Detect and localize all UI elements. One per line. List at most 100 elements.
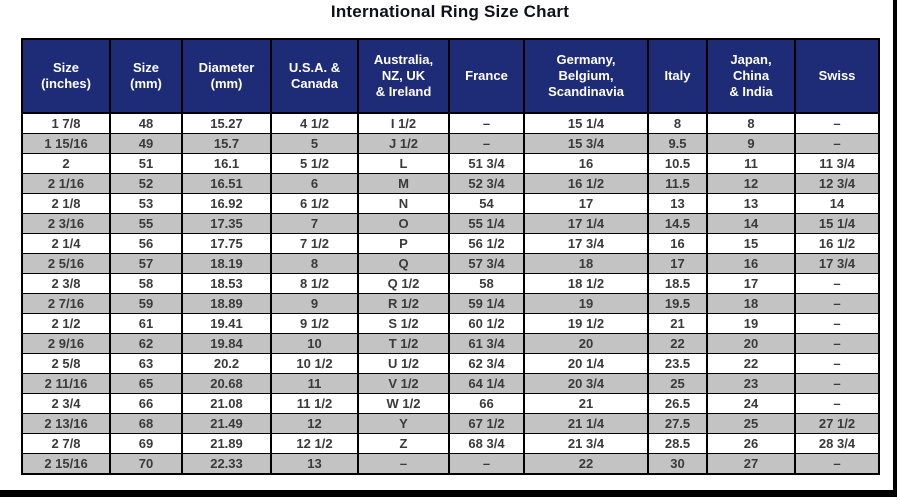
table-cell: 22 (523, 453, 649, 475)
table-cell: O (357, 213, 450, 234)
table-cell: 15.7 (181, 133, 272, 154)
table-cell: – (794, 273, 880, 294)
table-cell: 2 5/16 (21, 253, 111, 274)
table-cell: 16 (706, 253, 796, 274)
table-cell: 13 (647, 193, 708, 214)
table-cell: 21.49 (181, 413, 272, 434)
table-row: 2 5/8 63 20.2 10 1/2 U 1/2 62 3/4 20 1/4 23.5 22… (21, 353, 880, 374)
table-cell: Y (357, 413, 450, 434)
table-cell: 17 3/4 (794, 253, 880, 274)
table-cell: 2 15/16 (21, 453, 111, 475)
table-cell: 7 1/2 (270, 233, 359, 254)
table-cell: 19 (706, 313, 796, 334)
table-cell: 2 1/16 (21, 173, 111, 194)
table-cell: 9 (270, 293, 359, 314)
table-cell: 27.5 (647, 413, 708, 434)
table-cell: 69 (109, 433, 183, 454)
table-cell: 17.75 (181, 233, 272, 254)
column-header-7: Italy (647, 39, 708, 114)
table-cell: J 1/2 (357, 133, 450, 154)
table-cell: 9 (706, 133, 796, 154)
table-row: 2 51 16.1 5 1/2 L 51 3/4 16 10.5 11 11 3/4 (21, 153, 880, 174)
table-cell: – (794, 133, 880, 154)
table-cell: 20 (523, 333, 649, 354)
table-cell: 64 1/4 (448, 373, 525, 394)
table-cell: 5 1/2 (270, 153, 359, 174)
table-cell: 66 (109, 393, 183, 414)
table-cell: 26 (706, 433, 796, 454)
table-cell: 16.1 (181, 153, 272, 174)
table-cell: 15 (706, 233, 796, 254)
table-cell: 2 7/16 (21, 293, 111, 314)
table-cell: 2 3/8 (21, 273, 111, 294)
table-cell: 10.5 (647, 153, 708, 174)
table-cell: – (794, 353, 880, 374)
table-cell: 25 (647, 373, 708, 394)
table-row: 2 3/4 66 21.08 11 1/2 W 1/2 66 21 26.5 24– (21, 393, 880, 414)
table-cell: 12 3/4 (794, 173, 880, 194)
table-cell: 70 (109, 453, 183, 475)
column-header-5: France (448, 39, 525, 114)
table-cell: 17 (647, 253, 708, 274)
table-cell: 19.41 (181, 313, 272, 334)
table-cell: 2 11/16 (21, 373, 111, 394)
table-cell: 6 (270, 173, 359, 194)
table-cell: – (794, 333, 880, 354)
table-cell: 14.5 (647, 213, 708, 234)
table-cell: 26.5 (647, 393, 708, 414)
table-cell: 8 (647, 112, 708, 134)
table-cell: – (794, 293, 880, 314)
table-cell: 11 1/2 (270, 393, 359, 414)
table-cell: 15 1/4 (523, 112, 649, 134)
table-cell: 52 3/4 (448, 173, 525, 194)
table-cell: U 1/2 (357, 353, 450, 374)
image-bottom-border (0, 490, 897, 497)
table-cell: 61 (109, 313, 183, 334)
table-cell: 15 1/4 (794, 213, 880, 234)
table-cell: 16 (523, 153, 649, 174)
table-cell: 53 (109, 193, 183, 214)
table-cell: 9 1/2 (270, 313, 359, 334)
column-header-4: Australia, NZ, UK & Ireland (357, 39, 450, 114)
table-cell: 17 1/4 (523, 213, 649, 234)
table-cell: 9.5 (647, 133, 708, 154)
table-cell: – (794, 373, 880, 394)
table-cell: – (357, 453, 450, 475)
table-cell: 18 (706, 293, 796, 314)
table-cell: 67 1/2 (448, 413, 525, 434)
table-row: 2 9/16 62 19.84 10 T 1/2 61 3/4 20 22 20– (21, 333, 880, 354)
table-cell: 21 (647, 313, 708, 334)
table-cell: 21.08 (181, 393, 272, 414)
table-cell: Z (357, 433, 450, 454)
table-cell: 62 (109, 333, 183, 354)
table-cell: 23.5 (647, 353, 708, 374)
table-cell: 6 1/2 (270, 193, 359, 214)
table-cell: 12 (706, 173, 796, 194)
table-cell: 2 3/16 (21, 213, 111, 234)
table-cell: Q 1/2 (357, 273, 450, 294)
table-cell: 23 (706, 373, 796, 394)
table-cell: 16 (647, 233, 708, 254)
table-cell: – (794, 313, 880, 334)
table-cell: 20 (706, 333, 796, 354)
table-cell: 16 1/2 (794, 233, 880, 254)
table-cell: 14 (706, 213, 796, 234)
table-cell: L (357, 153, 450, 174)
table-cell: 8 (270, 253, 359, 274)
table-cell: 20.68 (181, 373, 272, 394)
table-cell: 49 (109, 133, 183, 154)
table-cell: 60 1/2 (448, 313, 525, 334)
table-cell: 30 (647, 453, 708, 475)
table-cell: 59 (109, 293, 183, 314)
table-cell: 8 1/2 (270, 273, 359, 294)
ring-size-table: Size (inches) Size (mm) Diameter (mm) U.S.A… (21, 38, 880, 475)
table-cell: I 1/2 (357, 112, 450, 134)
table-cell: 2 1/2 (21, 313, 111, 334)
table-cell: 57 3/4 (448, 253, 525, 274)
table-cell: 12 (270, 413, 359, 434)
table-body: 1 7/8 48 15.27 4 1/2 I 1/2–15 1/4 8 8–1 15/16 4… (21, 112, 880, 475)
table-cell: 59 1/4 (448, 293, 525, 314)
table-cell: 52 (109, 173, 183, 194)
table-cell: 19.84 (181, 333, 272, 354)
table-row: 2 1/2 61 19.41 9 1/2 S 1/2 60 1/2 19 1/2 21 19– (21, 313, 880, 334)
